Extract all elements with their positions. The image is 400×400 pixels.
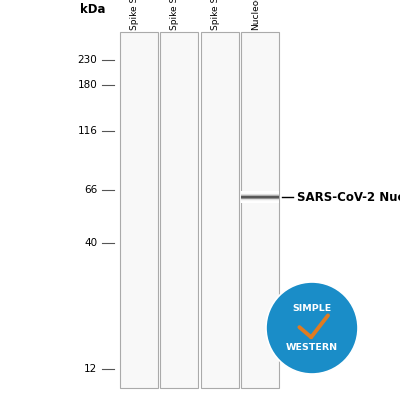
- Bar: [241, 201, 279, 202]
- Text: Spike S1+S2: Spike S1+S2: [211, 0, 220, 30]
- Circle shape: [266, 282, 358, 374]
- Text: WESTERN: WESTERN: [286, 343, 338, 352]
- Bar: [241, 192, 279, 193]
- Text: 12: 12: [84, 364, 97, 374]
- Bar: [160, 32, 198, 388]
- Text: SARS-CoV-2 Nucleocapsid: SARS-CoV-2 Nucleocapsid: [297, 190, 400, 204]
- Bar: [241, 195, 279, 196]
- Bar: [241, 193, 279, 194]
- Bar: [241, 195, 279, 196]
- Bar: [241, 199, 279, 200]
- Bar: [241, 196, 279, 197]
- Bar: [241, 191, 279, 192]
- Bar: [241, 200, 279, 201]
- Bar: [241, 194, 279, 195]
- Bar: [241, 32, 279, 388]
- Text: 180: 180: [78, 80, 97, 90]
- Bar: [241, 197, 279, 198]
- Text: Nucleocapsid: Nucleocapsid: [251, 0, 260, 30]
- Text: 230: 230: [78, 55, 97, 65]
- Text: Spike S1 Subunit: Spike S1 Subunit: [170, 0, 179, 30]
- Text: 66: 66: [84, 186, 97, 196]
- Bar: [241, 199, 279, 200]
- Bar: [241, 197, 279, 198]
- Text: kDa: kDa: [80, 3, 106, 16]
- Bar: [241, 202, 279, 203]
- Text: Spike S1 RBD: Spike S1 RBD: [130, 0, 139, 30]
- Bar: [241, 196, 279, 197]
- Bar: [241, 198, 279, 199]
- Bar: [120, 32, 158, 388]
- Text: 116: 116: [77, 126, 97, 136]
- Text: 40: 40: [84, 238, 97, 248]
- Text: SIMPLE: SIMPLE: [292, 304, 332, 313]
- Bar: [201, 32, 239, 388]
- Bar: [241, 198, 279, 199]
